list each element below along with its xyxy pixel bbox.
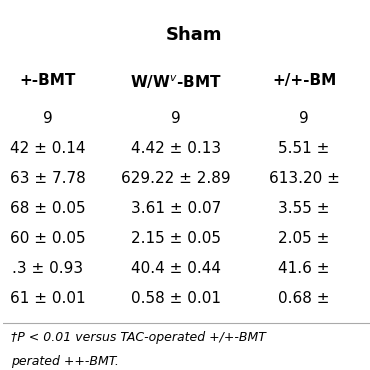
Text: 63 ± 7.78: 63 ± 7.78: [10, 171, 85, 186]
Text: 4.42 ± 0.13: 4.42 ± 0.13: [131, 141, 221, 156]
Text: 629.22 ± 2.89: 629.22 ± 2.89: [121, 171, 231, 186]
Text: 0.68 ±: 0.68 ±: [278, 291, 330, 306]
Text: 9: 9: [171, 111, 181, 126]
Text: 9: 9: [299, 111, 309, 126]
Text: 61 ± 0.01: 61 ± 0.01: [10, 291, 85, 306]
Text: 2.05 ±: 2.05 ±: [278, 231, 330, 246]
Text: +-BMT: +-BMT: [19, 73, 75, 88]
Text: 9: 9: [43, 111, 52, 126]
Text: W/W$^v$-BMT: W/W$^v$-BMT: [130, 73, 222, 91]
Text: 42 ± 0.14: 42 ± 0.14: [10, 141, 85, 156]
Text: 5.51 ±: 5.51 ±: [278, 141, 330, 156]
Text: †P < 0.01 versus TAC-operated +/+-BMT: †P < 0.01 versus TAC-operated +/+-BMT: [11, 332, 266, 344]
Text: 60 ± 0.05: 60 ± 0.05: [10, 231, 85, 246]
Text: 68 ± 0.05: 68 ± 0.05: [10, 201, 85, 216]
Text: perated ++-BMT.: perated ++-BMT.: [11, 355, 119, 368]
Text: 3.61 ± 0.07: 3.61 ± 0.07: [131, 201, 221, 216]
Text: +/+-BM: +/+-BM: [272, 73, 336, 88]
Text: .3 ± 0.93: .3 ± 0.93: [12, 261, 83, 276]
Text: 613.20 ±: 613.20 ±: [269, 171, 339, 186]
Text: Sham: Sham: [166, 26, 222, 44]
Text: 2.15 ± 0.05: 2.15 ± 0.05: [131, 231, 221, 246]
Text: 0.58 ± 0.01: 0.58 ± 0.01: [131, 291, 221, 306]
Text: 41.6 ±: 41.6 ±: [278, 261, 330, 276]
Text: 3.55 ±: 3.55 ±: [278, 201, 330, 216]
Text: 40.4 ± 0.44: 40.4 ± 0.44: [131, 261, 221, 276]
